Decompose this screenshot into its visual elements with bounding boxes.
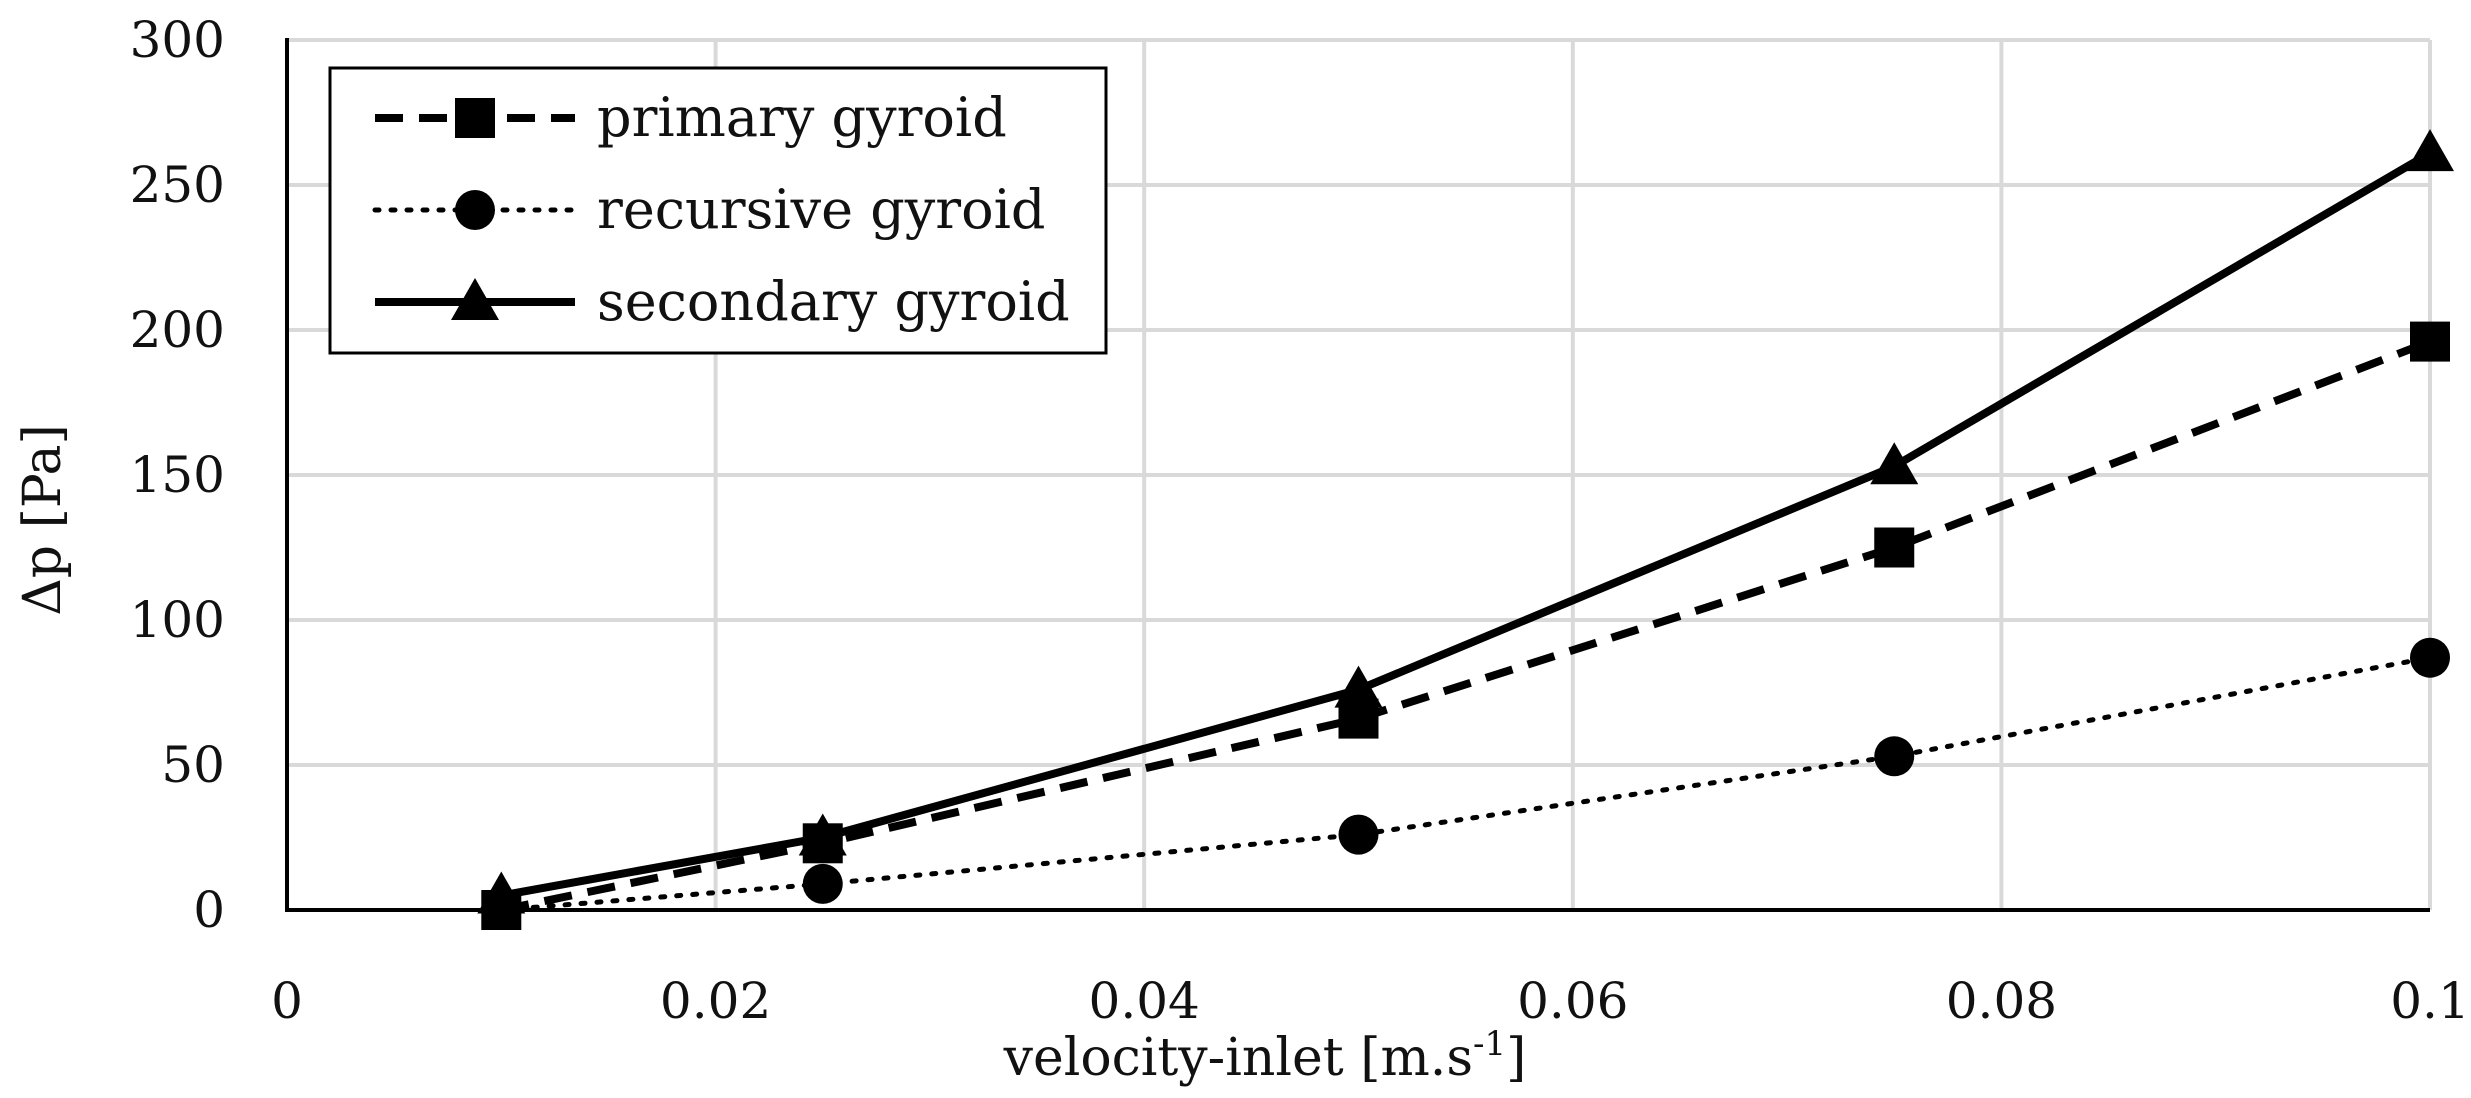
tick-labels: 0 0.02 0.04 0.06 0.08 0.1 0 50 100 150 200 250 300 [130, 11, 2470, 1030]
series-line [498, 655, 2433, 913]
data-point [1338, 814, 1379, 855]
x-tick-label: 0.04 [1089, 972, 1200, 1030]
x-tick-label: 0.02 [660, 972, 771, 1030]
y-tick-label: 300 [130, 11, 225, 69]
legend: primary gyroid recursive gyroid secondary … [328, 66, 1108, 355]
x-tick-label: 0.06 [1517, 972, 1628, 1030]
x-axis-title: velocity-inlet [m.s-1] [1003, 1024, 1527, 1088]
axis-layer [285, 38, 2430, 912]
y-tick-label: 50 [161, 736, 225, 794]
legend-label: primary gyroid [597, 86, 1007, 149]
y-tick-label: 0 [193, 881, 225, 939]
legend-entry: primary gyroid [375, 86, 1007, 149]
series-secondary-gyroid [477, 129, 2454, 914]
legend-marker [455, 190, 495, 230]
legend-entry: secondary gyroid [375, 270, 1070, 333]
data-point [1874, 736, 1915, 777]
y-tick-label: 150 [130, 446, 225, 504]
data-point [477, 871, 526, 914]
x-tick-label: 0 [271, 972, 303, 1030]
data-point [2406, 129, 2454, 172]
legend-label: recursive gyroid [597, 178, 1045, 241]
data-point [2410, 637, 2450, 678]
x-axis-title-superscript: -1 [1473, 1024, 1506, 1064]
legend-marker [455, 98, 495, 138]
data-point [802, 863, 843, 904]
y-axis-title: Δp [Pa] [13, 424, 73, 616]
data-point [2410, 321, 2450, 362]
y-tick-label: 250 [130, 156, 225, 214]
data-point [798, 813, 847, 856]
x-tick-label: 0.1 [2390, 972, 2470, 1030]
series-primary-gyroid [481, 321, 2450, 930]
data-point [1334, 665, 1383, 708]
series-layer [477, 129, 2454, 930]
legend-entry: recursive gyroid [372, 178, 1045, 241]
y-tick-label: 200 [130, 301, 225, 359]
legend-marker [451, 278, 499, 320]
y-tick-label: 100 [130, 591, 225, 649]
data-point [1870, 442, 1919, 485]
data-point [1874, 527, 1915, 568]
grid-layer [287, 38, 2432, 910]
legend-label: secondary gyroid [597, 270, 1070, 333]
series-line [500, 337, 2432, 914]
x-tick-label: 0.08 [1946, 972, 2057, 1030]
